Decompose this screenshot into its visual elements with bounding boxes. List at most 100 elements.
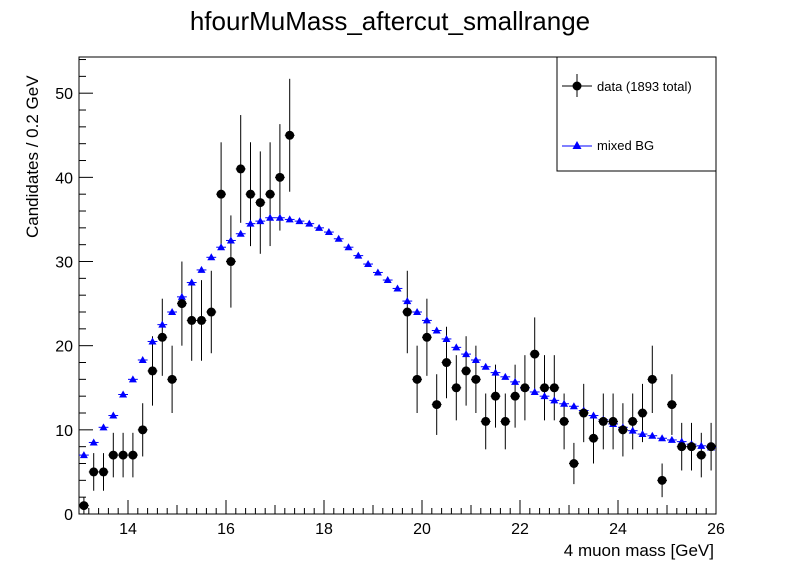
data-point [148,366,157,376]
bg-point [364,260,373,268]
y-tick-label: 30 [55,255,73,272]
data-point [530,349,540,359]
x-tick-label: 18 [315,521,333,538]
data-point [275,172,285,182]
data-point [422,332,432,342]
data-point [647,374,657,384]
data-point [157,332,167,342]
data-point [265,189,275,199]
data-point [442,358,451,368]
data-point [706,442,716,452]
data-point [598,416,608,426]
legend-bg-label: mixed BG [597,138,654,153]
x-tick-label: 24 [609,521,627,538]
bg-point [462,350,471,358]
data-point [89,467,99,477]
bg-point [432,326,441,334]
data-point [687,442,696,452]
data-point [206,307,216,317]
y-tick-label: 40 [55,170,73,187]
bg-point [177,292,186,300]
data-point [461,366,471,376]
legend: data (1893 total) mixed BG [556,56,717,172]
bg-point [403,297,412,305]
bg-point [138,355,147,363]
bg-point [305,219,314,227]
data-point [255,198,265,208]
bg-point [452,343,461,351]
bg-point [413,308,422,316]
bg-point [628,426,637,434]
data-point [618,425,628,435]
data-point [569,459,579,469]
data-point [657,475,667,485]
data-point [638,408,647,418]
bg-point [236,229,245,237]
data-point [236,164,246,174]
data-point [549,383,559,393]
bg-point [295,217,304,225]
data-point [510,391,520,401]
x-tick-label: 14 [119,521,137,538]
data-point [432,400,442,410]
bg-point [471,355,480,363]
bg-point [256,217,265,225]
data-point [628,416,638,426]
bg-point [344,243,353,251]
data-point [138,425,148,435]
bg-point [217,243,226,251]
bg-point [285,215,294,223]
bg-point [148,337,157,345]
legend-data-marker-icon [572,81,582,91]
data-point [412,374,422,384]
legend-data-label: data (1893 total) [597,79,692,94]
bg-point [383,276,392,284]
bg-point [158,320,167,328]
data-point [177,299,187,309]
bg-point [109,411,118,419]
data-point [589,433,598,443]
data-point [451,383,461,393]
data-point [540,383,549,393]
data-series [79,130,716,511]
legend-box [556,56,717,172]
y-tick-label: 20 [55,339,73,356]
data-point [167,374,177,384]
bg-point [648,431,657,439]
data-point [197,315,206,325]
bg-point [638,430,647,438]
bg-point [511,377,520,385]
bg-point [667,435,676,443]
data-point [216,189,226,199]
bg-point [354,251,363,259]
bg-point [373,268,382,276]
y-axis-label: Candidates / 0.2 GeV [23,75,42,238]
bg-point [79,451,88,459]
y-tick-label: 10 [55,423,73,440]
background-series [79,213,716,459]
bg-point [442,334,451,342]
bg-point [119,390,128,398]
bg-point [187,278,196,286]
bg-point [89,438,98,446]
data-point [187,315,197,325]
bg-point [501,372,510,380]
bg-point [550,396,559,404]
y-tick-label: 0 [64,507,73,524]
data-point [579,408,589,418]
x-tick-label: 26 [707,521,725,538]
x-tick-label: 16 [217,521,235,538]
data-point [99,467,108,477]
legend-bg-marker-icon [572,141,582,149]
data-point [696,450,706,460]
y-tick-label: 50 [55,86,73,103]
bg-point [99,423,108,431]
data-point [677,442,687,452]
chart-title: hfourMuMass_aftercut_smallrange [190,6,590,36]
bg-point [697,441,706,449]
data-point [520,383,530,393]
bg-point [324,228,333,236]
data-point [246,189,255,199]
data-point [481,416,491,426]
